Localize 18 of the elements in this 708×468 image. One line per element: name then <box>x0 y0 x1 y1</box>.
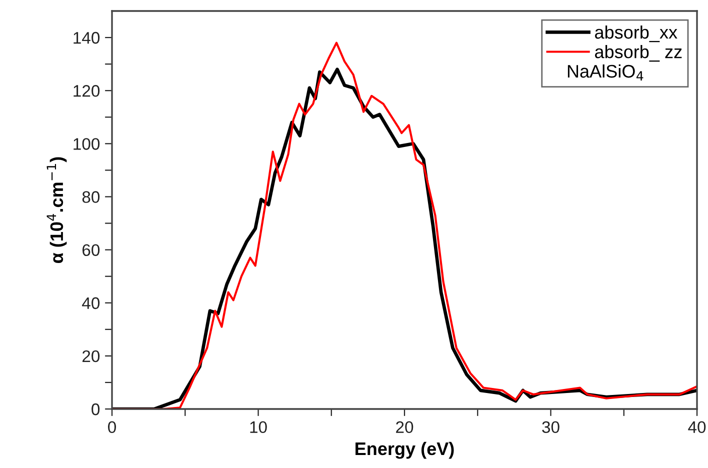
legend-label: absorb_xx <box>595 25 678 42</box>
legend-label: absorb_ zz <box>595 44 682 62</box>
x-tick-label: 30 <box>542 421 560 434</box>
x-axis-title: Energy (eV) <box>356 442 454 459</box>
x-tick-label: 20 <box>396 421 414 434</box>
annotation: NaAlSiO$_{4}$ <box>568 64 644 80</box>
y-tick-label: 0 <box>92 403 100 416</box>
y-tick-label: 120 <box>74 85 100 97</box>
y-tick-label: 20 <box>82 350 100 362</box>
y-tick-label: 100 <box>74 138 100 150</box>
x-tick-label: 40 <box>688 421 706 434</box>
x-tick-label: 10 <box>250 421 267 434</box>
y-tick-label: 40 <box>82 297 100 310</box>
x-tick-label: 0 <box>108 421 116 434</box>
y-tick-label: 80 <box>82 191 100 203</box>
y-axis-title: α (10$^{4}$.cm$^{−1}$) <box>46 157 67 264</box>
y-tick-label: 140 <box>74 32 100 44</box>
y-tick-label: 60 <box>82 244 100 256</box>
